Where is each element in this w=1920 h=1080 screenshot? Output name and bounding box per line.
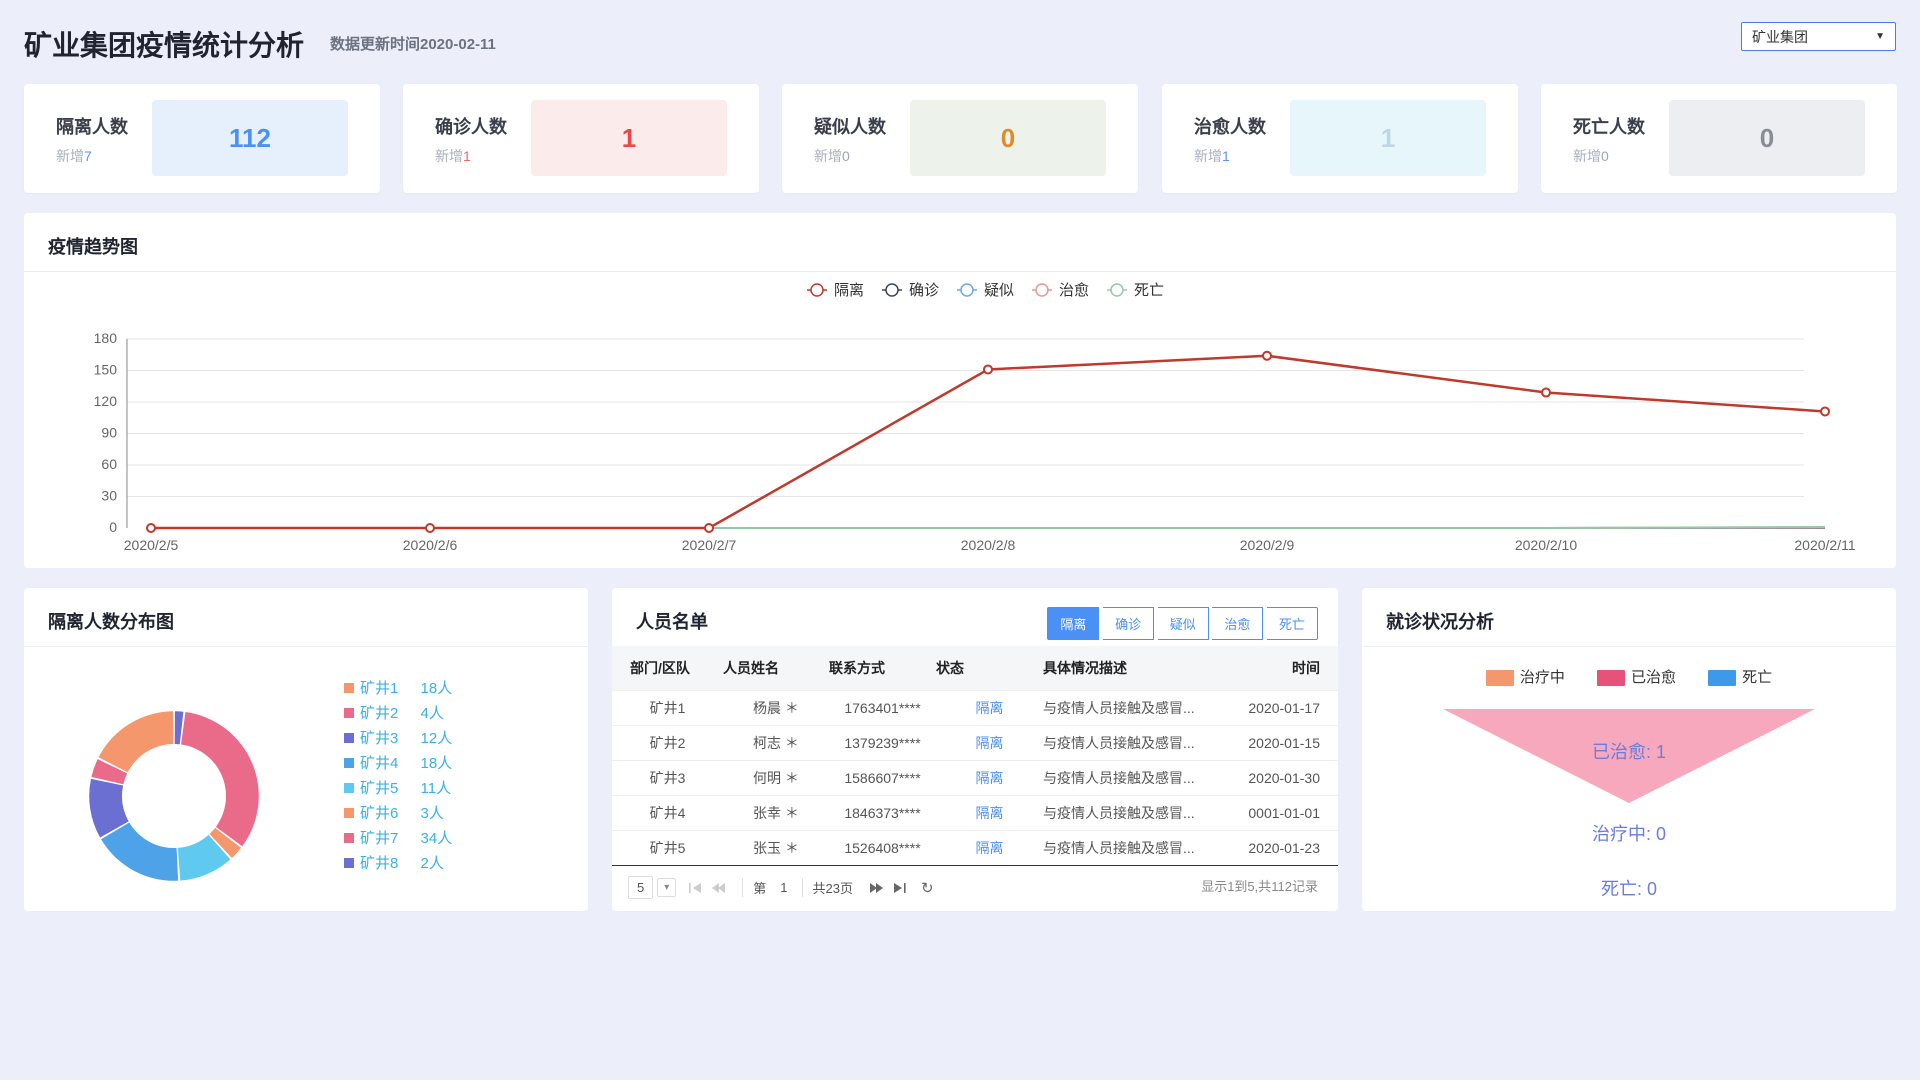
svg-text:死亡: 死亡 [1134, 282, 1164, 299]
svg-text:治愈: 治愈 [1059, 282, 1089, 299]
svg-text:30: 30 [101, 488, 117, 504]
svg-text:0: 0 [109, 519, 117, 535]
svg-text:2020/2/6: 2020/2/6 [403, 537, 458, 553]
svg-text:2020/2/10: 2020/2/10 [1515, 537, 1577, 553]
svg-text:150: 150 [94, 362, 118, 378]
svg-text:2020/2/9: 2020/2/9 [1240, 537, 1295, 553]
svg-text:2020/2/11: 2020/2/11 [1794, 537, 1855, 553]
svg-text:确诊: 确诊 [909, 282, 939, 299]
svg-text:180: 180 [94, 330, 118, 346]
svg-text:隔离: 隔离 [834, 282, 864, 299]
svg-text:2020/2/7: 2020/2/7 [682, 537, 737, 553]
svg-text:2020/2/5: 2020/2/5 [124, 537, 179, 553]
svg-text:90: 90 [101, 425, 117, 441]
svg-text:120: 120 [94, 393, 118, 409]
svg-text:疑似: 疑似 [984, 282, 1014, 299]
svg-text:60: 60 [101, 456, 117, 472]
svg-text:2020/2/8: 2020/2/8 [961, 537, 1016, 553]
